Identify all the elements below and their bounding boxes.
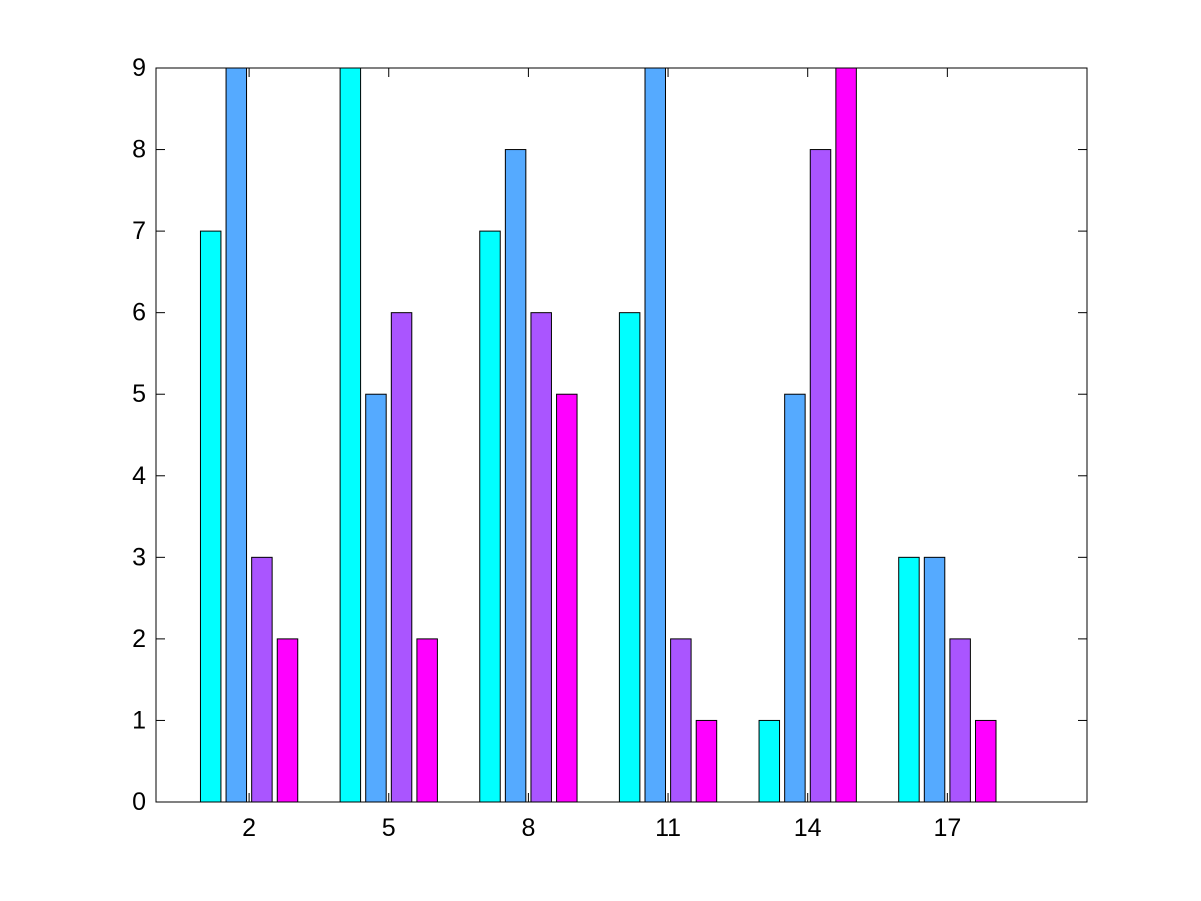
bar-8-series-3 (530, 312, 552, 803)
bar-5-series-2 (365, 393, 387, 803)
bar-11-series-4 (695, 719, 718, 803)
bar-17-series-1 (898, 556, 920, 803)
bar-8-series-2 (504, 149, 527, 803)
x-tick-label-2: 2 (242, 814, 256, 842)
bar-8-series-4 (556, 393, 578, 803)
x-tick-label-17: 17 (933, 814, 961, 842)
y-tick-label-9: 9 (132, 54, 146, 82)
bar-5-series-1 (339, 67, 362, 803)
bar-11-series-2 (644, 67, 666, 803)
bar-17-series-3 (949, 638, 971, 803)
bar-2-series-2 (225, 67, 248, 803)
bar-17-series-2 (923, 556, 946, 803)
bar-2-series-3 (251, 556, 273, 803)
y-tick-label-0: 0 (132, 788, 146, 816)
ticks-layer (156, 67, 1087, 803)
y-tick-label-4: 4 (132, 462, 146, 490)
bar-14-series-4 (835, 67, 857, 803)
x-tick-label-8: 8 (521, 814, 535, 842)
y-tick-label-6: 6 (132, 299, 146, 327)
y-tick-label-8: 8 (132, 136, 146, 164)
bar-17-series-4 (975, 719, 997, 803)
bar-2-series-4 (276, 638, 299, 803)
bar-11-series-1 (618, 312, 641, 803)
bar-14-series-1 (758, 719, 781, 803)
x-tick-label-14: 14 (794, 814, 822, 842)
x-tick-label-11: 11 (655, 814, 681, 842)
bar-14-series-3 (809, 149, 832, 803)
bar-5-series-3 (390, 312, 413, 803)
bar-8-series-1 (479, 230, 501, 803)
y-tick-label-3: 3 (132, 543, 146, 571)
bar-5-series-4 (416, 638, 438, 803)
plot-frame (155, 67, 1088, 803)
bars-layer (199, 67, 997, 803)
y-tick-label-2: 2 (132, 625, 146, 653)
bar-11-series-3 (670, 638, 692, 803)
bar-14-series-2 (784, 393, 806, 803)
bar-2-series-1 (199, 230, 222, 803)
y-tick-label-7: 7 (132, 217, 146, 245)
tick-labels-layer: 0 1 2 3 4 5 6 7 8 9 2 5 8 11 14 17 (132, 54, 961, 842)
y-tick-label-5: 5 (132, 380, 146, 408)
x-tick-label-5: 5 (382, 814, 396, 842)
y-tick-label-1: 1 (132, 706, 146, 734)
